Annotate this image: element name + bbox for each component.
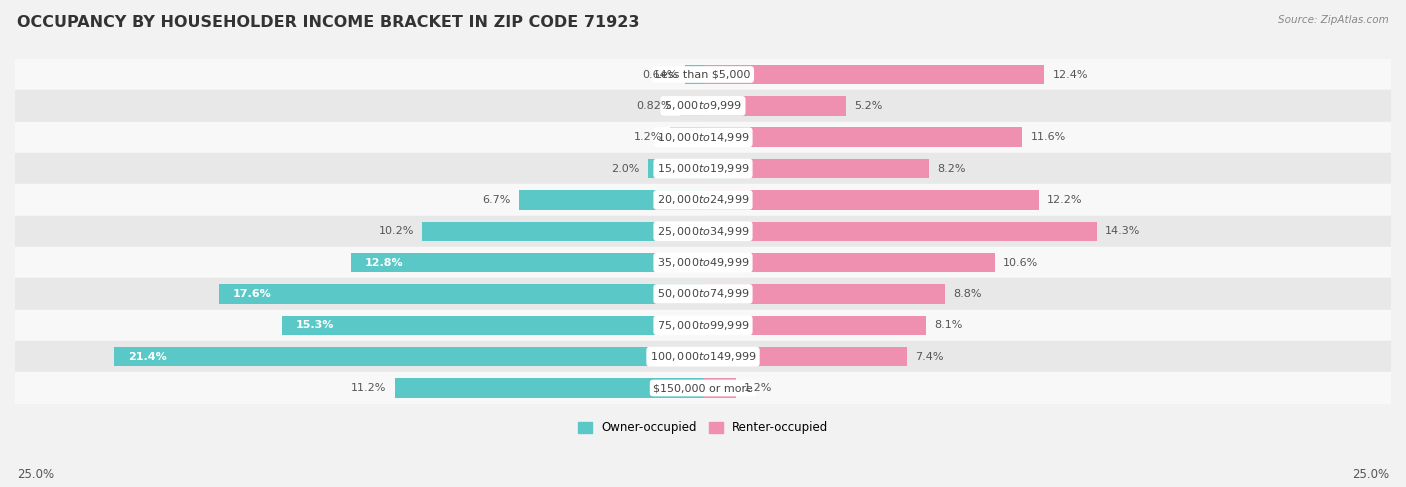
Text: 2.0%: 2.0% bbox=[612, 164, 640, 173]
Text: 7.4%: 7.4% bbox=[915, 352, 943, 362]
Text: 17.6%: 17.6% bbox=[232, 289, 271, 299]
Text: 8.8%: 8.8% bbox=[953, 289, 981, 299]
Text: 5.2%: 5.2% bbox=[855, 101, 883, 111]
Bar bbox=[350, 253, 703, 272]
Text: $20,000 to $24,999: $20,000 to $24,999 bbox=[657, 193, 749, 206]
Bar bbox=[15, 247, 1391, 278]
Bar bbox=[395, 378, 703, 398]
Text: Less than $5,000: Less than $5,000 bbox=[655, 70, 751, 79]
Text: OCCUPANCY BY HOUSEHOLDER INCOME BRACKET IN ZIP CODE 71923: OCCUPANCY BY HOUSEHOLDER INCOME BRACKET … bbox=[17, 15, 640, 30]
Text: $25,000 to $34,999: $25,000 to $34,999 bbox=[657, 225, 749, 238]
Bar bbox=[15, 90, 1391, 122]
Bar bbox=[219, 284, 703, 304]
Bar bbox=[15, 373, 1391, 404]
Bar bbox=[15, 310, 1391, 341]
Text: 1.2%: 1.2% bbox=[633, 132, 662, 142]
Bar bbox=[703, 128, 1022, 147]
Bar bbox=[703, 190, 1039, 209]
Text: 25.0%: 25.0% bbox=[1353, 468, 1389, 481]
Text: 11.6%: 11.6% bbox=[1031, 132, 1066, 142]
Text: 1.2%: 1.2% bbox=[744, 383, 773, 393]
Bar bbox=[15, 184, 1391, 216]
Text: $50,000 to $74,999: $50,000 to $74,999 bbox=[657, 287, 749, 300]
Text: Source: ZipAtlas.com: Source: ZipAtlas.com bbox=[1278, 15, 1389, 25]
Text: $35,000 to $49,999: $35,000 to $49,999 bbox=[657, 256, 749, 269]
Bar bbox=[703, 65, 1045, 84]
Text: 10.6%: 10.6% bbox=[1002, 258, 1038, 268]
Text: $100,000 to $149,999: $100,000 to $149,999 bbox=[650, 350, 756, 363]
Bar bbox=[703, 378, 735, 398]
Text: 21.4%: 21.4% bbox=[128, 352, 166, 362]
Text: 12.8%: 12.8% bbox=[364, 258, 404, 268]
Bar bbox=[681, 96, 703, 115]
Bar bbox=[703, 347, 907, 366]
Bar bbox=[703, 222, 1097, 241]
Bar bbox=[15, 59, 1391, 90]
Bar bbox=[422, 222, 703, 241]
Bar bbox=[15, 153, 1391, 184]
Text: $10,000 to $14,999: $10,000 to $14,999 bbox=[657, 131, 749, 144]
Text: $75,000 to $99,999: $75,000 to $99,999 bbox=[657, 319, 749, 332]
Text: 0.82%: 0.82% bbox=[637, 101, 672, 111]
Text: 14.3%: 14.3% bbox=[1105, 226, 1140, 236]
Bar bbox=[671, 128, 703, 147]
Text: $150,000 or more: $150,000 or more bbox=[654, 383, 752, 393]
Bar bbox=[703, 159, 929, 178]
Bar bbox=[114, 347, 703, 366]
Text: 10.2%: 10.2% bbox=[378, 226, 413, 236]
Bar bbox=[15, 122, 1391, 153]
Text: 8.2%: 8.2% bbox=[936, 164, 966, 173]
Bar bbox=[703, 96, 846, 115]
Bar bbox=[15, 341, 1391, 373]
Bar bbox=[15, 278, 1391, 310]
Text: 11.2%: 11.2% bbox=[352, 383, 387, 393]
Text: 12.4%: 12.4% bbox=[1053, 70, 1088, 79]
Bar bbox=[703, 284, 945, 304]
Bar bbox=[519, 190, 703, 209]
Bar bbox=[703, 316, 927, 335]
Text: 0.64%: 0.64% bbox=[641, 70, 678, 79]
Text: 8.1%: 8.1% bbox=[934, 320, 963, 330]
Bar bbox=[648, 159, 703, 178]
Text: 15.3%: 15.3% bbox=[295, 320, 335, 330]
Text: 6.7%: 6.7% bbox=[482, 195, 510, 205]
Bar bbox=[283, 316, 703, 335]
Bar bbox=[703, 253, 994, 272]
Text: $5,000 to $9,999: $5,000 to $9,999 bbox=[664, 99, 742, 112]
Text: 12.2%: 12.2% bbox=[1047, 195, 1083, 205]
Legend: Owner-occupied, Renter-occupied: Owner-occupied, Renter-occupied bbox=[572, 417, 834, 439]
Bar bbox=[685, 65, 703, 84]
Text: $15,000 to $19,999: $15,000 to $19,999 bbox=[657, 162, 749, 175]
Text: 25.0%: 25.0% bbox=[17, 468, 53, 481]
Bar bbox=[15, 216, 1391, 247]
